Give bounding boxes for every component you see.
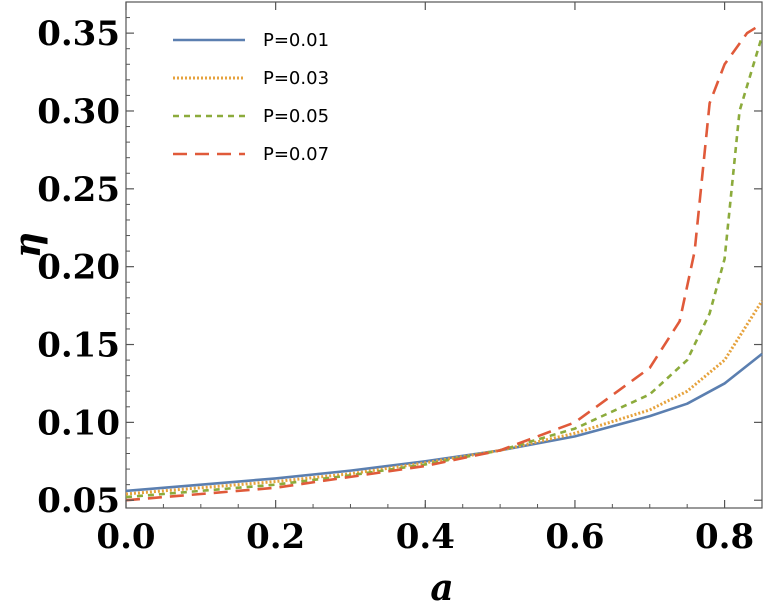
x-tick-label: 0.6	[545, 517, 604, 557]
axis-ticks: 0.0 0.2 0.4 0.6 0.8 0.05 0.10 0.15 0.20 0.25 0.30 0…	[37, 2, 762, 557]
legend-label-2: P=0.03	[263, 68, 329, 89]
plot-frame	[125, 1, 763, 509]
y-tick-label: 0.30	[37, 92, 120, 132]
x-tick-label: 0.2	[246, 517, 305, 557]
plot-area-border	[125, 1, 763, 509]
series-line-3	[125, 35, 763, 499]
y-tick-label: 0.35	[37, 14, 120, 54]
x-axis-title: a	[430, 567, 453, 609]
series-line-1	[125, 352, 763, 493]
y-tick-label: 0.15	[37, 326, 120, 366]
y-tick-label: 0.10	[37, 403, 120, 443]
legend: P=0.01 P=0.03 P=0.05 P=0.07	[173, 30, 329, 165]
legend-label-4: P=0.07	[263, 144, 329, 165]
legend-label-1: P=0.01	[263, 30, 329, 51]
series-line-2	[125, 300, 763, 496]
x-tick-label: 0.0	[96, 517, 155, 557]
x-tick-label: 0.8	[695, 517, 754, 557]
series-line-4	[125, 22, 763, 502]
x-tick-label: 0.4	[396, 517, 455, 557]
y-axis-title: η	[7, 232, 49, 258]
legend-label-3: P=0.05	[263, 106, 329, 127]
series-group	[125, 22, 763, 502]
y-tick-label: 0.05	[37, 481, 120, 521]
y-tick-label: 0.25	[37, 170, 120, 210]
y-tick-label: 0.20	[37, 248, 120, 288]
